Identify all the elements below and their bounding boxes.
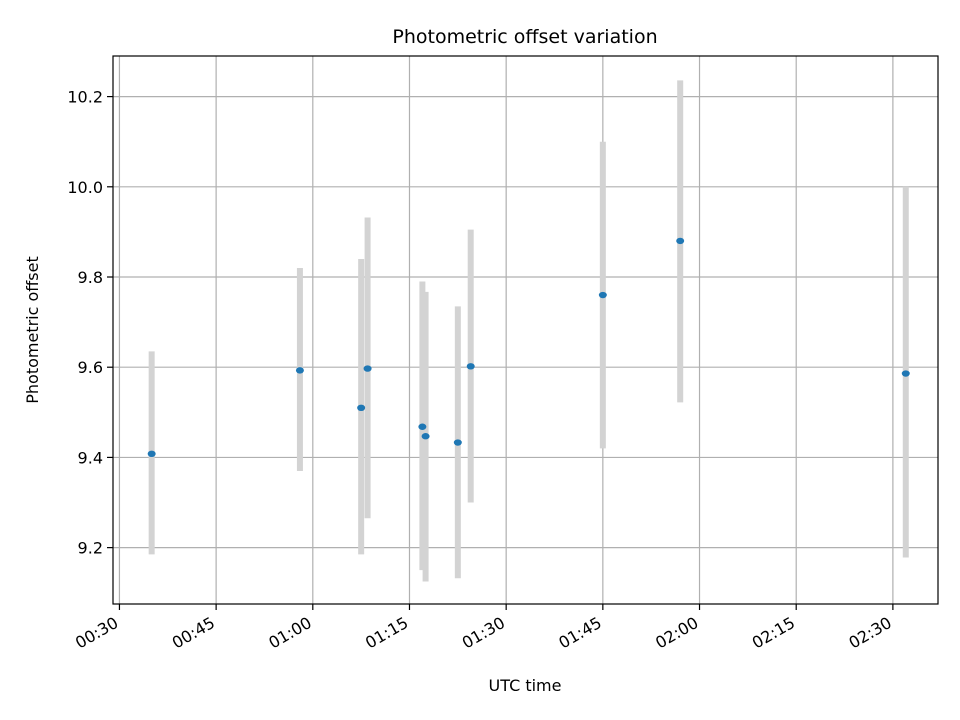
data-point [901,370,910,377]
data-point [418,423,427,430]
data-point [453,439,462,446]
data-point [598,291,607,299]
plot-frame [112,55,939,605]
data-point [363,365,372,372]
y-tick-label: 9.4 [78,448,103,467]
y-tick-label: 10.0 [67,178,103,197]
data-points [147,237,910,458]
y-tick-label: 9.2 [78,539,103,558]
y-tick-label: 10.2 [67,88,103,107]
data-point [295,367,304,374]
chart-title: Photometric offset variation [392,26,657,48]
data-point [147,450,156,458]
data-point [466,363,475,370]
data-point [676,237,685,245]
y-tick-label: 9.8 [78,268,103,287]
y-tick-label: 9.6 [78,358,103,377]
x-axis-label: UTC time [489,676,562,695]
data-point [421,433,430,440]
data-point [357,404,366,412]
y-axis-label: Photometric offset [23,256,42,404]
